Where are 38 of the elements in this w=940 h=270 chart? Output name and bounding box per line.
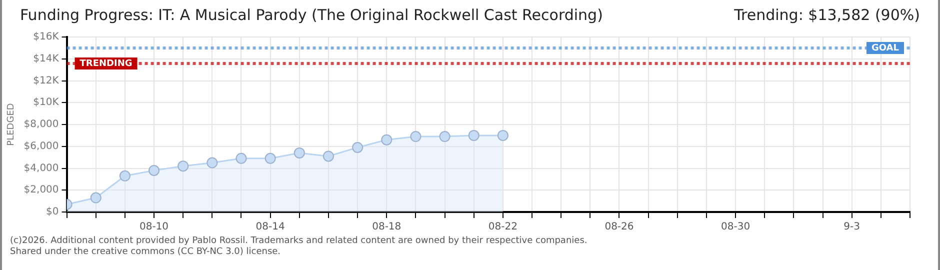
point: [264, 152, 276, 164]
x-tick-label: 08-14: [256, 222, 285, 233]
y-tick-label: $16K: [33, 32, 60, 43]
point: [468, 130, 480, 141]
point: [119, 170, 130, 182]
x-tick-label: 08-18: [372, 222, 402, 233]
point: [294, 147, 305, 158]
point: [322, 150, 334, 162]
y-tick-label: $4,000: [24, 162, 59, 174]
y-tick-label: $14K: [33, 53, 60, 64]
point: [178, 160, 189, 172]
y-tick-label: $12K: [33, 75, 60, 86]
point: [236, 152, 247, 164]
x-tick-label: 9-3: [844, 222, 860, 233]
x-tick-label: 08-22: [488, 222, 518, 233]
x-tick-label: 08-30: [721, 222, 750, 233]
chart-subtitle: Trending: $13,582 (90%): [734, 6, 920, 26]
point: [90, 192, 102, 204]
point: [439, 131, 450, 142]
text: (c)2026. Additional content provided by Pablo Rossil. Trademarks and related content are owned by their respective companies.: [10, 236, 588, 247]
ref-line-label: GOAL: [872, 43, 900, 54]
y-tick-label: $10K: [33, 97, 60, 108]
point: [497, 130, 508, 141]
point: [148, 164, 160, 176]
ref-line-label: TRENDING: [80, 58, 132, 69]
text: Shared under the creative commons (CC BY-NC 3.0) license.: [10, 247, 282, 258]
point: [381, 134, 392, 146]
point: [410, 131, 422, 142]
y-tick-label: $0: [46, 206, 59, 218]
y-tick-label: $8,000: [24, 119, 59, 130]
point: [352, 142, 364, 153]
chart-title: Funding Progress: IT: A Musical Parody (The Original Rockwell Cast Recording): [20, 6, 603, 26]
x-tick-label: 08-10: [139, 222, 169, 233]
y-tick-label: $6,000: [24, 140, 59, 152]
x-tick-label: 08-26: [604, 222, 634, 233]
point: [206, 157, 218, 168]
y-axis-title: PLEDGED: [6, 103, 17, 146]
y-tick-label: $2,000: [24, 184, 59, 196]
